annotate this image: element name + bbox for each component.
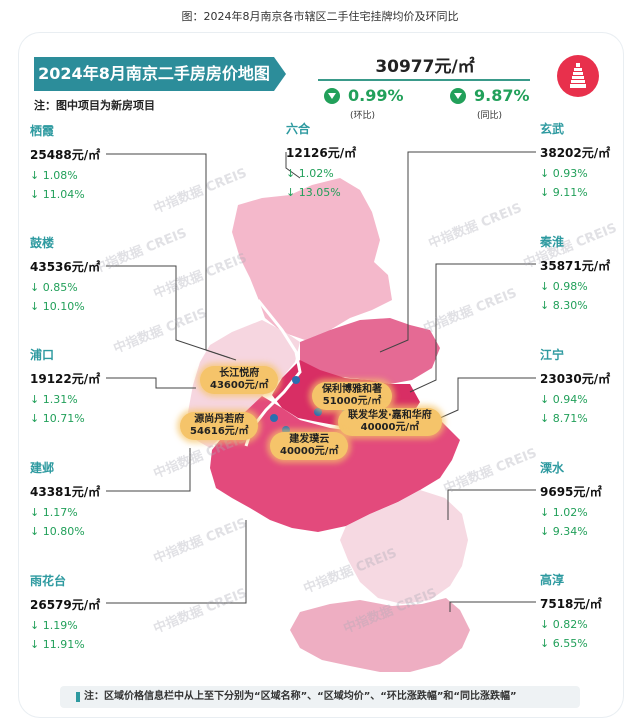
district-mom: ↓ 0.98%: [540, 280, 588, 293]
district-yoy: ↓ 10.71%: [30, 412, 85, 425]
overall-yoy: 9.87%: [450, 86, 530, 105]
district-yoy: ↓ 9.11%: [540, 186, 588, 199]
district-name: 溧水: [540, 461, 565, 475]
district-xuanwu: 玄武 38202元/㎡ ↓ 0.93% ↓ 9.11%: [540, 120, 610, 199]
district-name: 高淳: [540, 573, 565, 587]
district-liuhe: 六合 12126元/㎡ ↓ 1.02% ↓ 13.05%: [286, 120, 356, 199]
project-name: 建发璞云: [289, 434, 330, 445]
project-name: 源尚丹若府: [194, 414, 245, 425]
project-price: 51000元/㎡: [322, 396, 382, 407]
project-label: 建发璞云 40000元/㎡: [270, 432, 349, 460]
overall-price: 30977元/㎡: [375, 57, 475, 77]
down-arrow-icon: [324, 87, 340, 104]
district-gulou: 鼓楼 43536元/㎡ ↓ 0.85% ↓ 10.10%: [30, 234, 100, 313]
district-price: 19122元/㎡: [30, 372, 101, 386]
project-name: 长江悦府: [219, 368, 260, 379]
district-mom: ↓ 0.82%: [540, 618, 588, 631]
overall-mom-label: (环比): [350, 111, 376, 121]
district-name: 雨花台: [30, 574, 67, 588]
district-yoy: ↓ 8.71%: [540, 412, 588, 425]
footer-marker: [76, 692, 80, 702]
district-yoy: ↓ 11.91%: [30, 638, 85, 651]
district-name: 秦淮: [540, 235, 565, 249]
district-qixia-shape: [300, 318, 440, 384]
district-name: 玄武: [540, 122, 565, 136]
district-yoy: ↓ 10.10%: [30, 300, 85, 313]
banner-fold-decoration: [274, 57, 286, 91]
overall-divider: [318, 79, 530, 81]
district-name: 江宁: [540, 348, 565, 362]
project-price: 54616元/㎡: [190, 426, 249, 437]
project-name: 联发华发·嘉和华府: [348, 410, 432, 421]
district-jiangning: 江宁 23030元/㎡ ↓ 0.94% ↓ 8.71%: [540, 346, 610, 425]
district-price: 7518元/㎡: [540, 597, 602, 611]
district-qinhuai: 秦淮 35871元/㎡ ↓ 0.98% ↓ 8.30%: [540, 233, 610, 312]
district-mom: ↓ 0.85%: [30, 281, 78, 294]
district-name: 栖霞: [30, 124, 55, 138]
district-qixia: 栖霞 25488元/㎡ ↓ 1.08% ↓ 11.04%: [30, 122, 100, 201]
district-gaochun-shape: [290, 598, 470, 672]
district-yoy: ↓ 11.04%: [30, 188, 85, 201]
district-liuhe-shape: [232, 178, 392, 340]
district-mom: ↓ 1.17%: [30, 506, 78, 519]
district-mom: ↓ 0.94%: [540, 393, 588, 406]
district-name: 建邺: [30, 461, 55, 475]
project-price: 40000元/㎡: [280, 446, 339, 457]
district-pukou: 浦口 19122元/㎡ ↓ 1.31% ↓ 10.71%: [30, 346, 100, 425]
district-jianye: 建邺 43381元/㎡ ↓ 1.17% ↓ 10.80%: [30, 459, 100, 538]
district-mom: ↓ 1.02%: [540, 506, 588, 519]
district-price: 26579元/㎡: [30, 598, 101, 612]
project-label: 源尚丹若府 54616元/㎡: [180, 412, 259, 440]
project-label: 长江悦府 43600元/㎡: [200, 366, 279, 394]
tower-logo-icon: [557, 55, 599, 97]
district-price: 9695元/㎡: [540, 485, 602, 499]
district-name: 鼓楼: [30, 236, 55, 250]
project-label: 联发华发·嘉和华府 40000元/㎡: [338, 408, 442, 436]
district-name: 六合: [286, 122, 311, 136]
district-price: 25488元/㎡: [30, 148, 101, 162]
footer-note: 注：区域价格信息栏中从上至下分别为“区域名称”、“区域均价”、“环比涨跌幅”和“…: [60, 686, 580, 708]
district-mom: ↓ 1.08%: [30, 169, 78, 182]
project-name: 保利博雅和著: [322, 384, 382, 395]
map-note: 注：图中项目为新房项目: [34, 99, 155, 112]
district-price: 12126元/㎡: [286, 146, 357, 160]
district-mom: ↓ 1.31%: [30, 393, 78, 406]
district-yuhuatai: 雨花台 26579元/㎡ ↓ 1.19% ↓ 11.91%: [30, 572, 100, 651]
district-price: 43381元/㎡: [30, 485, 101, 499]
district-mom: ↓ 1.02%: [286, 167, 334, 180]
district-price: 23030元/㎡: [540, 372, 611, 386]
district-mom: ↓ 1.19%: [30, 619, 78, 632]
overall-mom-value: 0.99%: [348, 86, 404, 105]
district-lishui: 溧水 9695元/㎡ ↓ 1.02% ↓ 9.34%: [540, 459, 602, 538]
district-yoy: ↓ 13.05%: [286, 186, 341, 199]
district-yoy: ↓ 9.34%: [540, 525, 588, 538]
figure-caption: 图：2024年8月南京各市辖区二手住宅挂牌均价及环同比: [181, 10, 459, 23]
down-arrow-icon: [450, 87, 466, 104]
district-price: 38202元/㎡: [540, 146, 611, 160]
overall-yoy-value: 9.87%: [474, 86, 530, 105]
district-yoy: ↓ 10.80%: [30, 525, 85, 538]
project-label: 保利博雅和著 51000元/㎡: [312, 382, 392, 410]
district-gaochun: 高淳 7518元/㎡ ↓ 0.82% ↓ 6.55%: [540, 571, 602, 650]
district-yoy: ↓ 8.30%: [540, 299, 588, 312]
footer-text: 注：区域价格信息栏中从上至下分别为“区域名称”、“区域均价”、“环比涨跌幅”和“…: [84, 691, 517, 702]
district-yoy: ↓ 6.55%: [540, 637, 588, 650]
project-price: 40000元/㎡: [360, 422, 420, 433]
project-price: 43600元/㎡: [210, 380, 269, 391]
district-price: 35871元/㎡: [540, 259, 611, 273]
district-price: 43536元/㎡: [30, 260, 101, 274]
map-title: 2024年8月南京二手房房价地图: [34, 57, 274, 91]
leader-lines: [106, 151, 536, 612]
overall-mom: 0.99%: [324, 86, 404, 105]
district-name: 浦口: [30, 348, 55, 362]
district-mom: ↓ 0.93%: [540, 167, 588, 180]
district-lishui-shape: [340, 490, 468, 604]
overall-yoy-label: (同比): [477, 111, 503, 121]
